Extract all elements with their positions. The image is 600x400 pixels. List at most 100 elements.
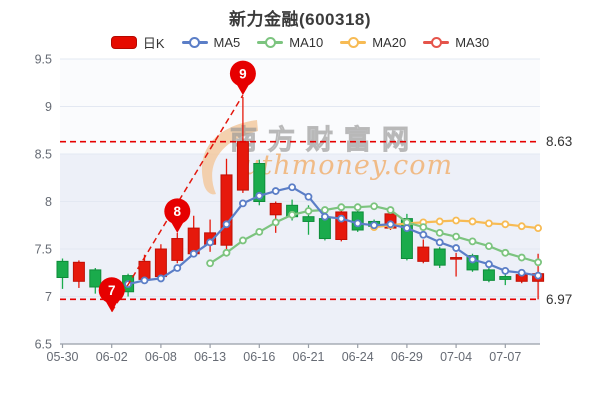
x-tick-label: 06-02: [96, 350, 128, 364]
legend-item-ma30[interactable]: MA30: [423, 35, 489, 50]
trendline: [111, 94, 244, 313]
ma10: [206, 202, 542, 268]
ma20-marker: [534, 224, 542, 233]
reference-line-label: 6.97: [546, 292, 572, 307]
ma5-marker: [484, 260, 493, 269]
ma5-marker: [189, 249, 198, 258]
x-tick-label: 05-30: [47, 350, 79, 364]
balloon-number: 9: [239, 66, 247, 81]
ma10-marker: [288, 210, 297, 219]
ma10-marker: [452, 232, 461, 241]
candle-body: [220, 174, 233, 246]
x-tick-label: 06-13: [194, 350, 226, 364]
candle-body: [269, 202, 282, 216]
ma10-marker: [468, 237, 477, 246]
ma5-marker: [206, 238, 215, 247]
candle-body: [499, 276, 512, 280]
candle-body: [236, 141, 249, 191]
balloon-circle-icon: [164, 198, 191, 225]
legend-label: MA10: [289, 34, 324, 50]
legend-label: MA30: [455, 34, 490, 50]
ma10-marker: [534, 258, 542, 267]
x-tick-label: 07-04: [440, 350, 472, 364]
line-legend-icon: [340, 36, 367, 49]
ma5-marker: [517, 268, 526, 277]
ma5-marker: [468, 255, 477, 264]
candle-body: [318, 218, 331, 240]
ma5-marker: [288, 183, 297, 192]
candle-body: [482, 269, 495, 281]
x-tick-label: 06-29: [391, 350, 423, 364]
ma20-marker: [452, 216, 461, 225]
ma5-marker: [255, 191, 264, 200]
ma5-marker: [452, 244, 461, 252]
ma20-marker: [468, 217, 477, 226]
ma5-marker: [156, 274, 165, 283]
y-tick-label: 6.5: [35, 338, 52, 352]
ma5-marker: [222, 220, 231, 229]
candle-body: [450, 257, 463, 260]
line-legend-icon: [423, 36, 450, 49]
ma5-marker: [402, 224, 411, 233]
ma20-marker: [501, 220, 510, 229]
ma10-marker: [337, 203, 346, 212]
candle-body: [433, 248, 446, 266]
ma10-marker: [238, 236, 247, 245]
balloon-number: 7: [108, 283, 116, 298]
ma5-marker: [304, 192, 313, 201]
reference-line-label: 8.63: [546, 134, 572, 149]
legend-label: MA5: [213, 34, 241, 50]
page-title: 新力金融(600318): [228, 10, 372, 29]
watermark-en: uthmoney.com: [243, 150, 453, 181]
ma10-marker: [353, 203, 362, 212]
annotation-balloon-7: 7: [98, 277, 125, 312]
legend-item-ma10[interactable]: MA10: [257, 35, 323, 50]
legend-item-ma20[interactable]: MA20: [340, 35, 406, 50]
ma20-marker: [484, 219, 493, 228]
legend-item-day-k[interactable]: 日K: [110, 33, 165, 52]
ma10-marker: [501, 248, 510, 257]
candle-body: [171, 238, 184, 261]
ma5: [124, 183, 542, 289]
y-tick-label: 9: [45, 100, 52, 114]
ma5-marker: [353, 219, 362, 228]
annotation-balloon-9: 9: [229, 60, 256, 96]
line-legend-icon: [181, 36, 208, 49]
candle-body: [253, 163, 266, 202]
candle-body: [335, 211, 348, 240]
ma5-marker: [501, 266, 510, 275]
legend-item-ma5[interactable]: MA5: [181, 34, 241, 50]
ma5-marker: [173, 264, 182, 272]
ma5-marker: [386, 220, 395, 229]
x-tick-label: 06-16: [243, 350, 275, 364]
ma10-marker: [206, 259, 215, 268]
y-tick-label: 9.5: [35, 53, 52, 67]
ma10-marker: [370, 202, 379, 211]
ma10-marker: [386, 206, 395, 214]
legend-label: 日K: [142, 35, 165, 51]
ma10-marker: [517, 253, 526, 262]
legend: 日K MA5 MA10 MA20 MA30: [0, 32, 600, 52]
y-tick-label: 8.5: [35, 148, 52, 162]
ma10-marker: [222, 248, 231, 257]
ma5-marker: [435, 238, 444, 247]
ma5-marker: [140, 276, 149, 285]
candle-body: [89, 269, 102, 288]
ma5-marker: [238, 199, 247, 208]
candle-body: [417, 246, 430, 262]
ma5-marker: [320, 212, 329, 221]
ma20-marker: [435, 217, 444, 226]
balloon-circle-icon: [98, 277, 125, 304]
annotation-balloon-8: 8: [164, 198, 191, 233]
y-tick-label: 7: [45, 290, 52, 304]
watermark-cn: 南方财富网: [230, 124, 420, 155]
x-tick-label: 07-07: [489, 350, 521, 364]
candle-legend-icon: [110, 35, 137, 49]
ma10-marker: [419, 223, 428, 232]
ma10-marker: [304, 207, 313, 215]
candle-body: [56, 260, 69, 279]
balloon-circle-icon: [229, 60, 256, 87]
